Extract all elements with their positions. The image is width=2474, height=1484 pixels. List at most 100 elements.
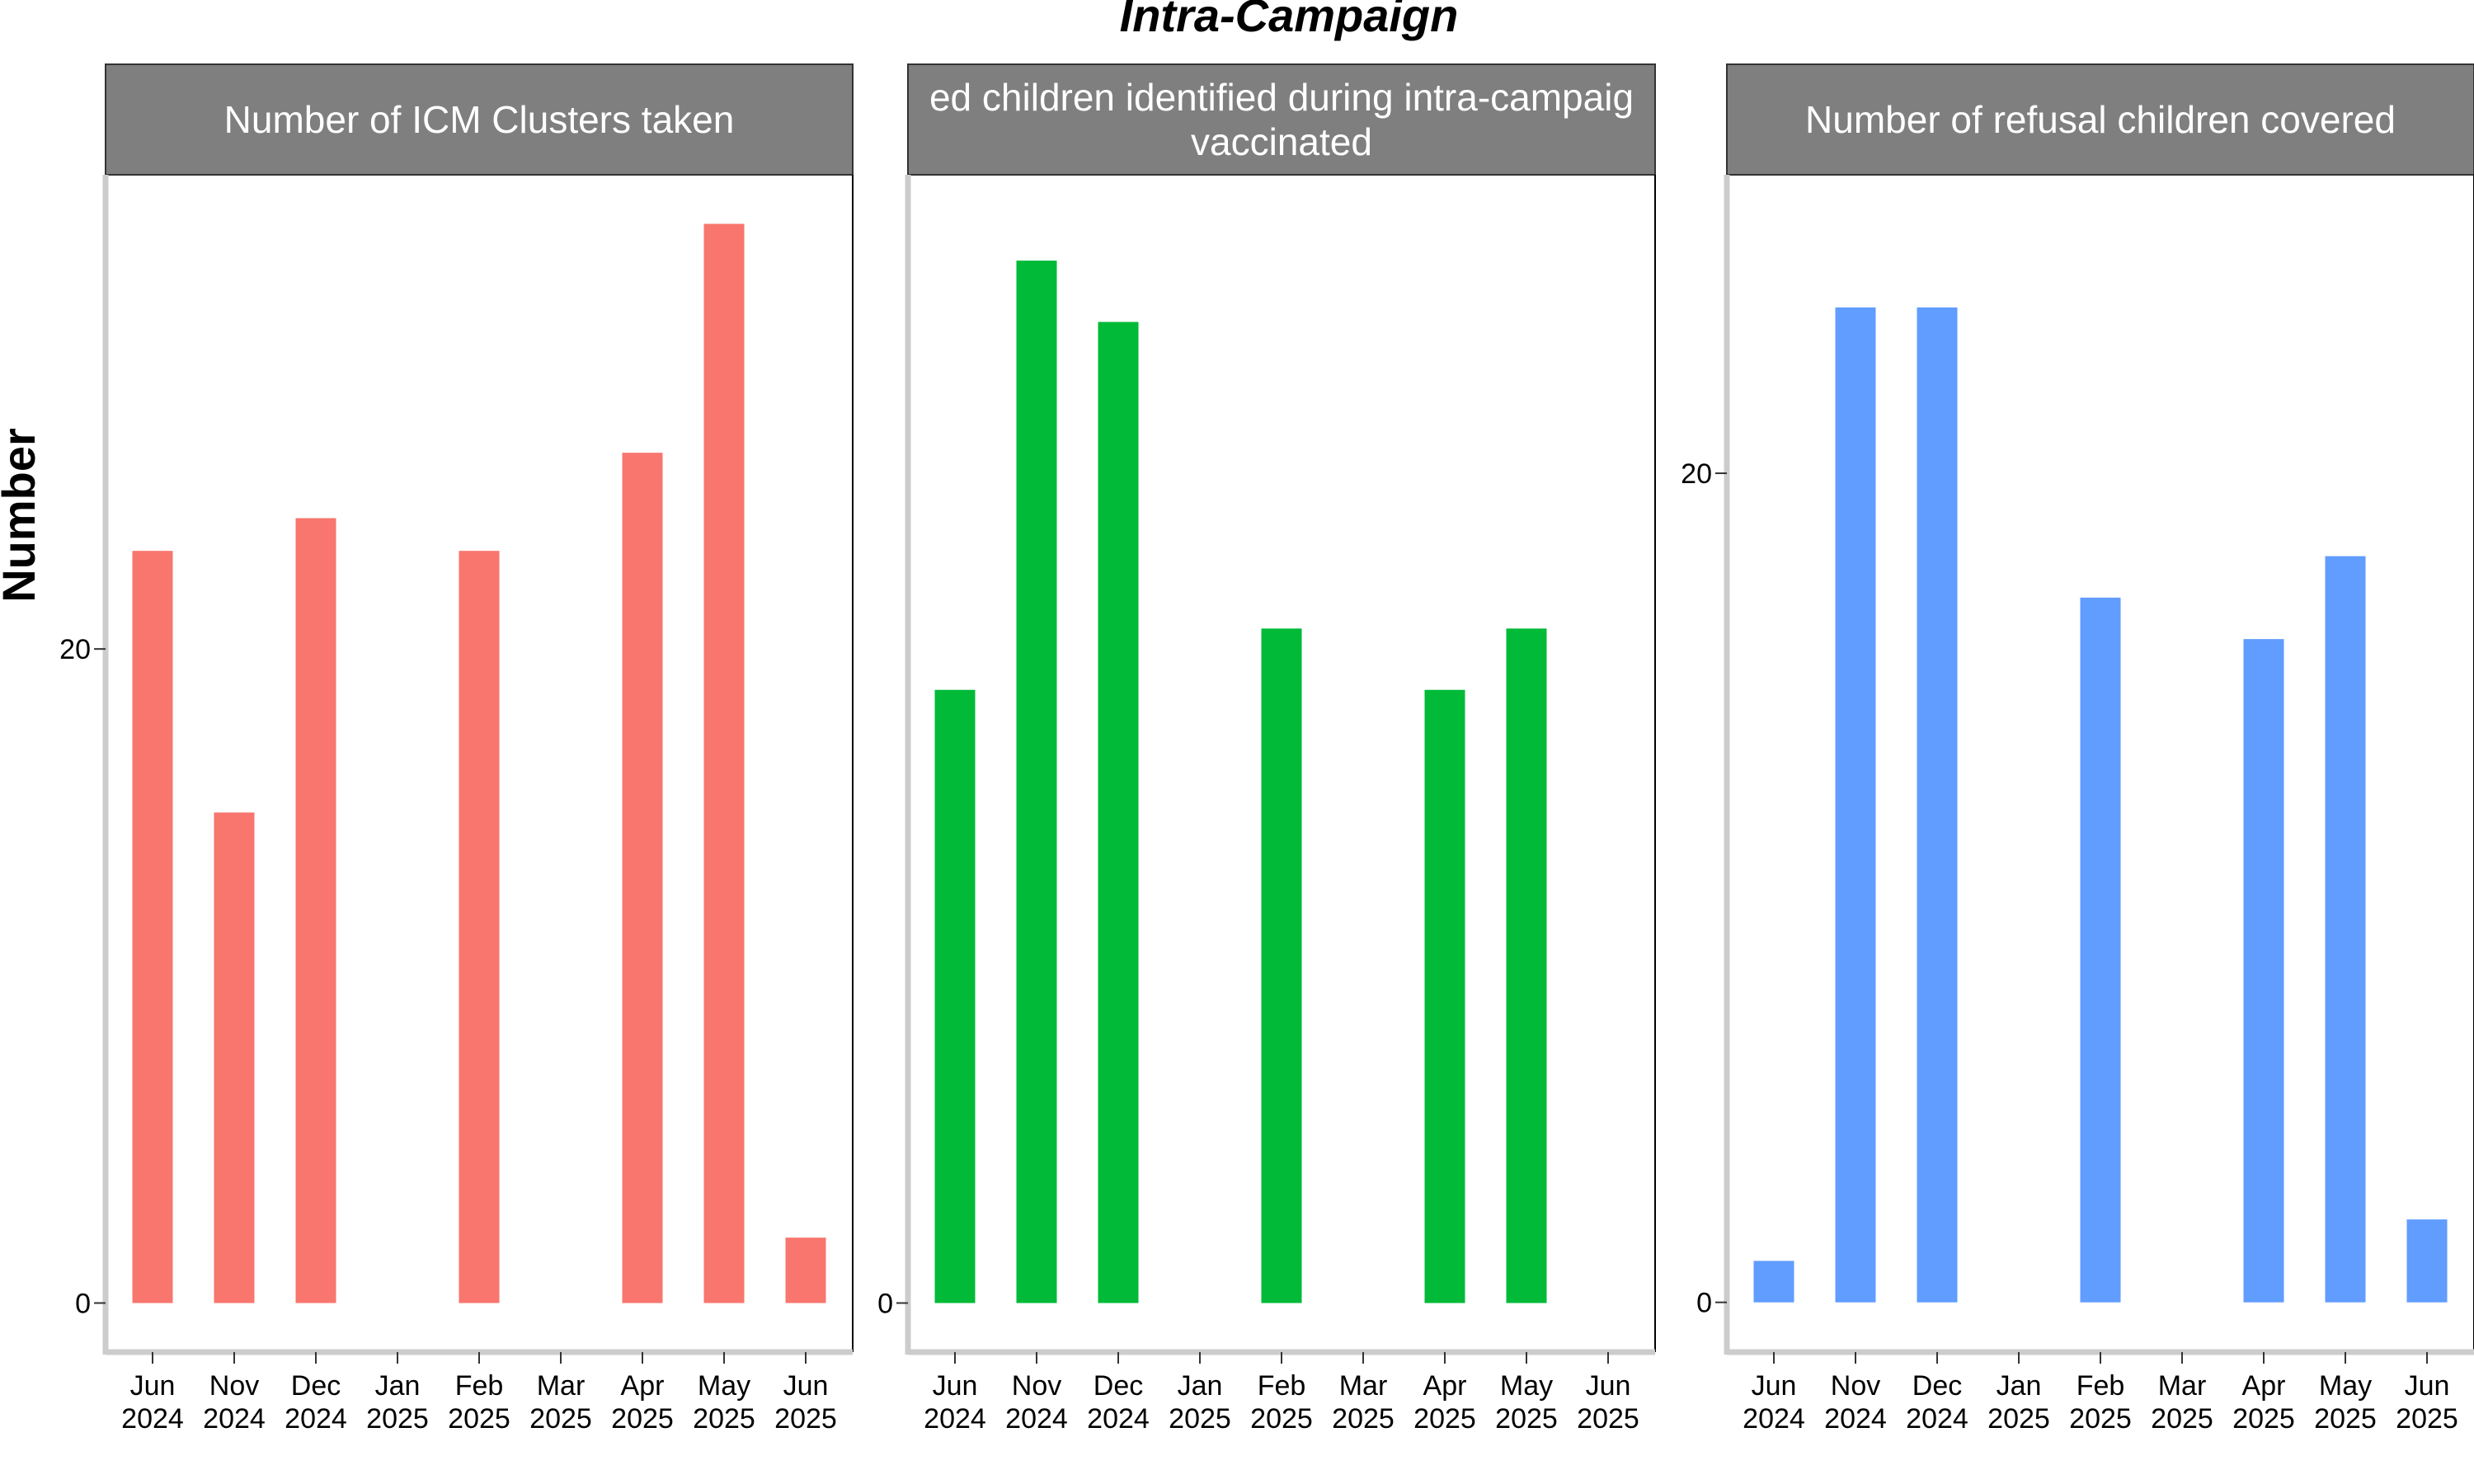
x-tick-label-line: 2025 <box>1495 1403 1558 1435</box>
bar <box>1261 628 1302 1303</box>
x-tick-label: Jun 2024 <box>924 1370 986 1435</box>
bar <box>1753 1261 1794 1303</box>
x-tick-label-line: Apr <box>621 1370 665 1402</box>
bar <box>2080 597 2121 1303</box>
x-tick-label-line: Feb <box>455 1370 504 1402</box>
x-tick-label-line: Mar <box>2158 1370 2207 1402</box>
facet-strip-label: ed children identified during intra-camp… <box>929 76 1634 163</box>
facet-strip-background <box>1726 63 2474 176</box>
x-tick-label: Feb 2025 <box>448 1370 510 1435</box>
x-tick-label-line: 2024 <box>285 1403 347 1435</box>
bar <box>2243 639 2284 1303</box>
facet-strip-label-line: vaccinated <box>1191 120 1372 163</box>
x-tick-label-line: 2024 <box>1743 1403 1805 1435</box>
y-tick-label: 0 <box>1696 1288 1712 1319</box>
x-tick-label-line: Nov <box>1831 1370 1880 1402</box>
x-tick-label: May 2025 <box>693 1370 755 1435</box>
x-tick-label-line: 2025 <box>2396 1403 2458 1435</box>
x-tick-label: Jun 2025 <box>1577 1370 1639 1435</box>
bar <box>622 453 663 1303</box>
x-tick-label-line: 2024 <box>1005 1403 1068 1435</box>
x-tick-label-line: Jun <box>1752 1370 1797 1402</box>
facet-strip-background <box>105 63 854 176</box>
x-tick-label: Mar 2025 <box>2151 1370 2213 1435</box>
x-tick-label-line: Jan <box>375 1370 421 1402</box>
x-tick-label: Jun 2024 <box>1743 1370 1805 1435</box>
x-tick-label-line: 2024 <box>1824 1403 1887 1435</box>
x-tick-label-line: Jun <box>130 1370 176 1402</box>
bar <box>785 1237 826 1303</box>
x-tick-label-line: Feb <box>1258 1370 1306 1402</box>
x-tick-label-line: 2025 <box>2314 1403 2377 1435</box>
x-tick-label-line: Apr <box>1423 1370 1467 1402</box>
x-tick-label-line: Dec <box>1094 1370 1143 1402</box>
x-tick-label-line: 2025 <box>2151 1403 2213 1435</box>
facet-strip-background <box>907 63 1656 176</box>
x-tick-label: Dec 2024 <box>285 1370 347 1435</box>
bar <box>459 551 500 1303</box>
x-tick-label-line: Apr <box>2242 1370 2286 1402</box>
x-tick-label: Apr 2025 <box>1413 1370 1476 1435</box>
y-axis-label: Number <box>0 428 45 603</box>
x-tick-label-line: 2024 <box>924 1403 986 1435</box>
x-tick-label-line: 2025 <box>448 1403 510 1435</box>
x-tick-label-line: 2025 <box>1413 1403 1476 1435</box>
x-tick-label-line: 2025 <box>1987 1403 2050 1435</box>
bar <box>1835 307 1876 1303</box>
x-tick-label: Apr 2025 <box>611 1370 674 1435</box>
y-tick-label: 20 <box>1681 458 1712 490</box>
x-tick-label-line: Jun <box>783 1370 829 1402</box>
y-tick-label: 20 <box>59 634 91 665</box>
x-tick-label-line: Nov <box>1012 1370 1061 1402</box>
facet-panel-2: ed children identified during intra-camp… <box>877 63 1656 1435</box>
x-tick-label-line: 2025 <box>1169 1403 1231 1435</box>
bar <box>1917 307 1958 1303</box>
x-tick-label-line: 2025 <box>366 1403 429 1435</box>
x-tick-label: Mar 2025 <box>1332 1370 1395 1435</box>
x-tick-label-line: Jan <box>1178 1370 1223 1402</box>
x-tick-label: Mar 2025 <box>529 1370 592 1435</box>
bar <box>2406 1219 2448 1303</box>
facet-strip-label-line: Number of ICM Clusters taken <box>224 98 735 141</box>
bar <box>1424 689 1465 1303</box>
x-tick-label-line: Mar <box>1339 1370 1388 1402</box>
x-tick-label: Dec 2024 <box>1906 1370 1968 1435</box>
x-tick-label: Feb 2025 <box>1250 1370 1313 1435</box>
x-tick-label: Jan 2025 <box>366 1370 429 1435</box>
x-tick-label: Jun 2025 <box>774 1370 837 1435</box>
x-tick-label: Jun 2025 <box>2396 1370 2458 1435</box>
bar <box>2325 556 2366 1303</box>
x-tick-label-line: Mar <box>537 1370 586 1402</box>
bar <box>214 812 255 1303</box>
bar <box>1016 261 1057 1303</box>
x-tick-label-line: 2025 <box>529 1403 592 1435</box>
x-tick-label-line: May <box>1500 1370 1553 1402</box>
x-tick-label-line: 2025 <box>1577 1403 1639 1435</box>
y-tick-label: 0 <box>877 1289 893 1320</box>
x-tick-label-line: 2024 <box>1906 1403 1968 1435</box>
x-tick-label-line: Jan <box>1997 1370 2042 1402</box>
x-tick-label-line: 2025 <box>2069 1403 2132 1435</box>
x-tick-label-line: 2025 <box>1250 1403 1313 1435</box>
facet-strip-label-line: ed children identified during intra-camp… <box>929 76 1634 119</box>
x-tick-label-line: Feb <box>2077 1370 2125 1402</box>
x-tick-label-line: Dec <box>291 1370 341 1402</box>
x-tick-label: May 2025 <box>1495 1370 1558 1435</box>
x-tick-label-line: Dec <box>1912 1370 1962 1402</box>
x-tick-label-line: Jun <box>1586 1370 1631 1402</box>
x-tick-label-line: Nov <box>209 1370 259 1402</box>
facet-strip-label: Number of ICM Clusters taken <box>224 98 735 141</box>
bar <box>934 689 976 1303</box>
x-tick-label-line: May <box>698 1370 750 1402</box>
x-tick-label: Jun 2024 <box>121 1370 184 1435</box>
x-tick-label: Dec 2024 <box>1087 1370 1150 1435</box>
x-tick-label: Nov 2024 <box>203 1370 266 1435</box>
x-tick-label-line: 2024 <box>203 1403 266 1435</box>
x-tick-label: Nov 2024 <box>1824 1370 1887 1435</box>
bar <box>703 223 745 1303</box>
x-tick-label-line: 2025 <box>774 1403 837 1435</box>
x-tick-label: Nov 2024 <box>1005 1370 1068 1435</box>
x-tick-label: Apr 2025 <box>2232 1370 2295 1435</box>
